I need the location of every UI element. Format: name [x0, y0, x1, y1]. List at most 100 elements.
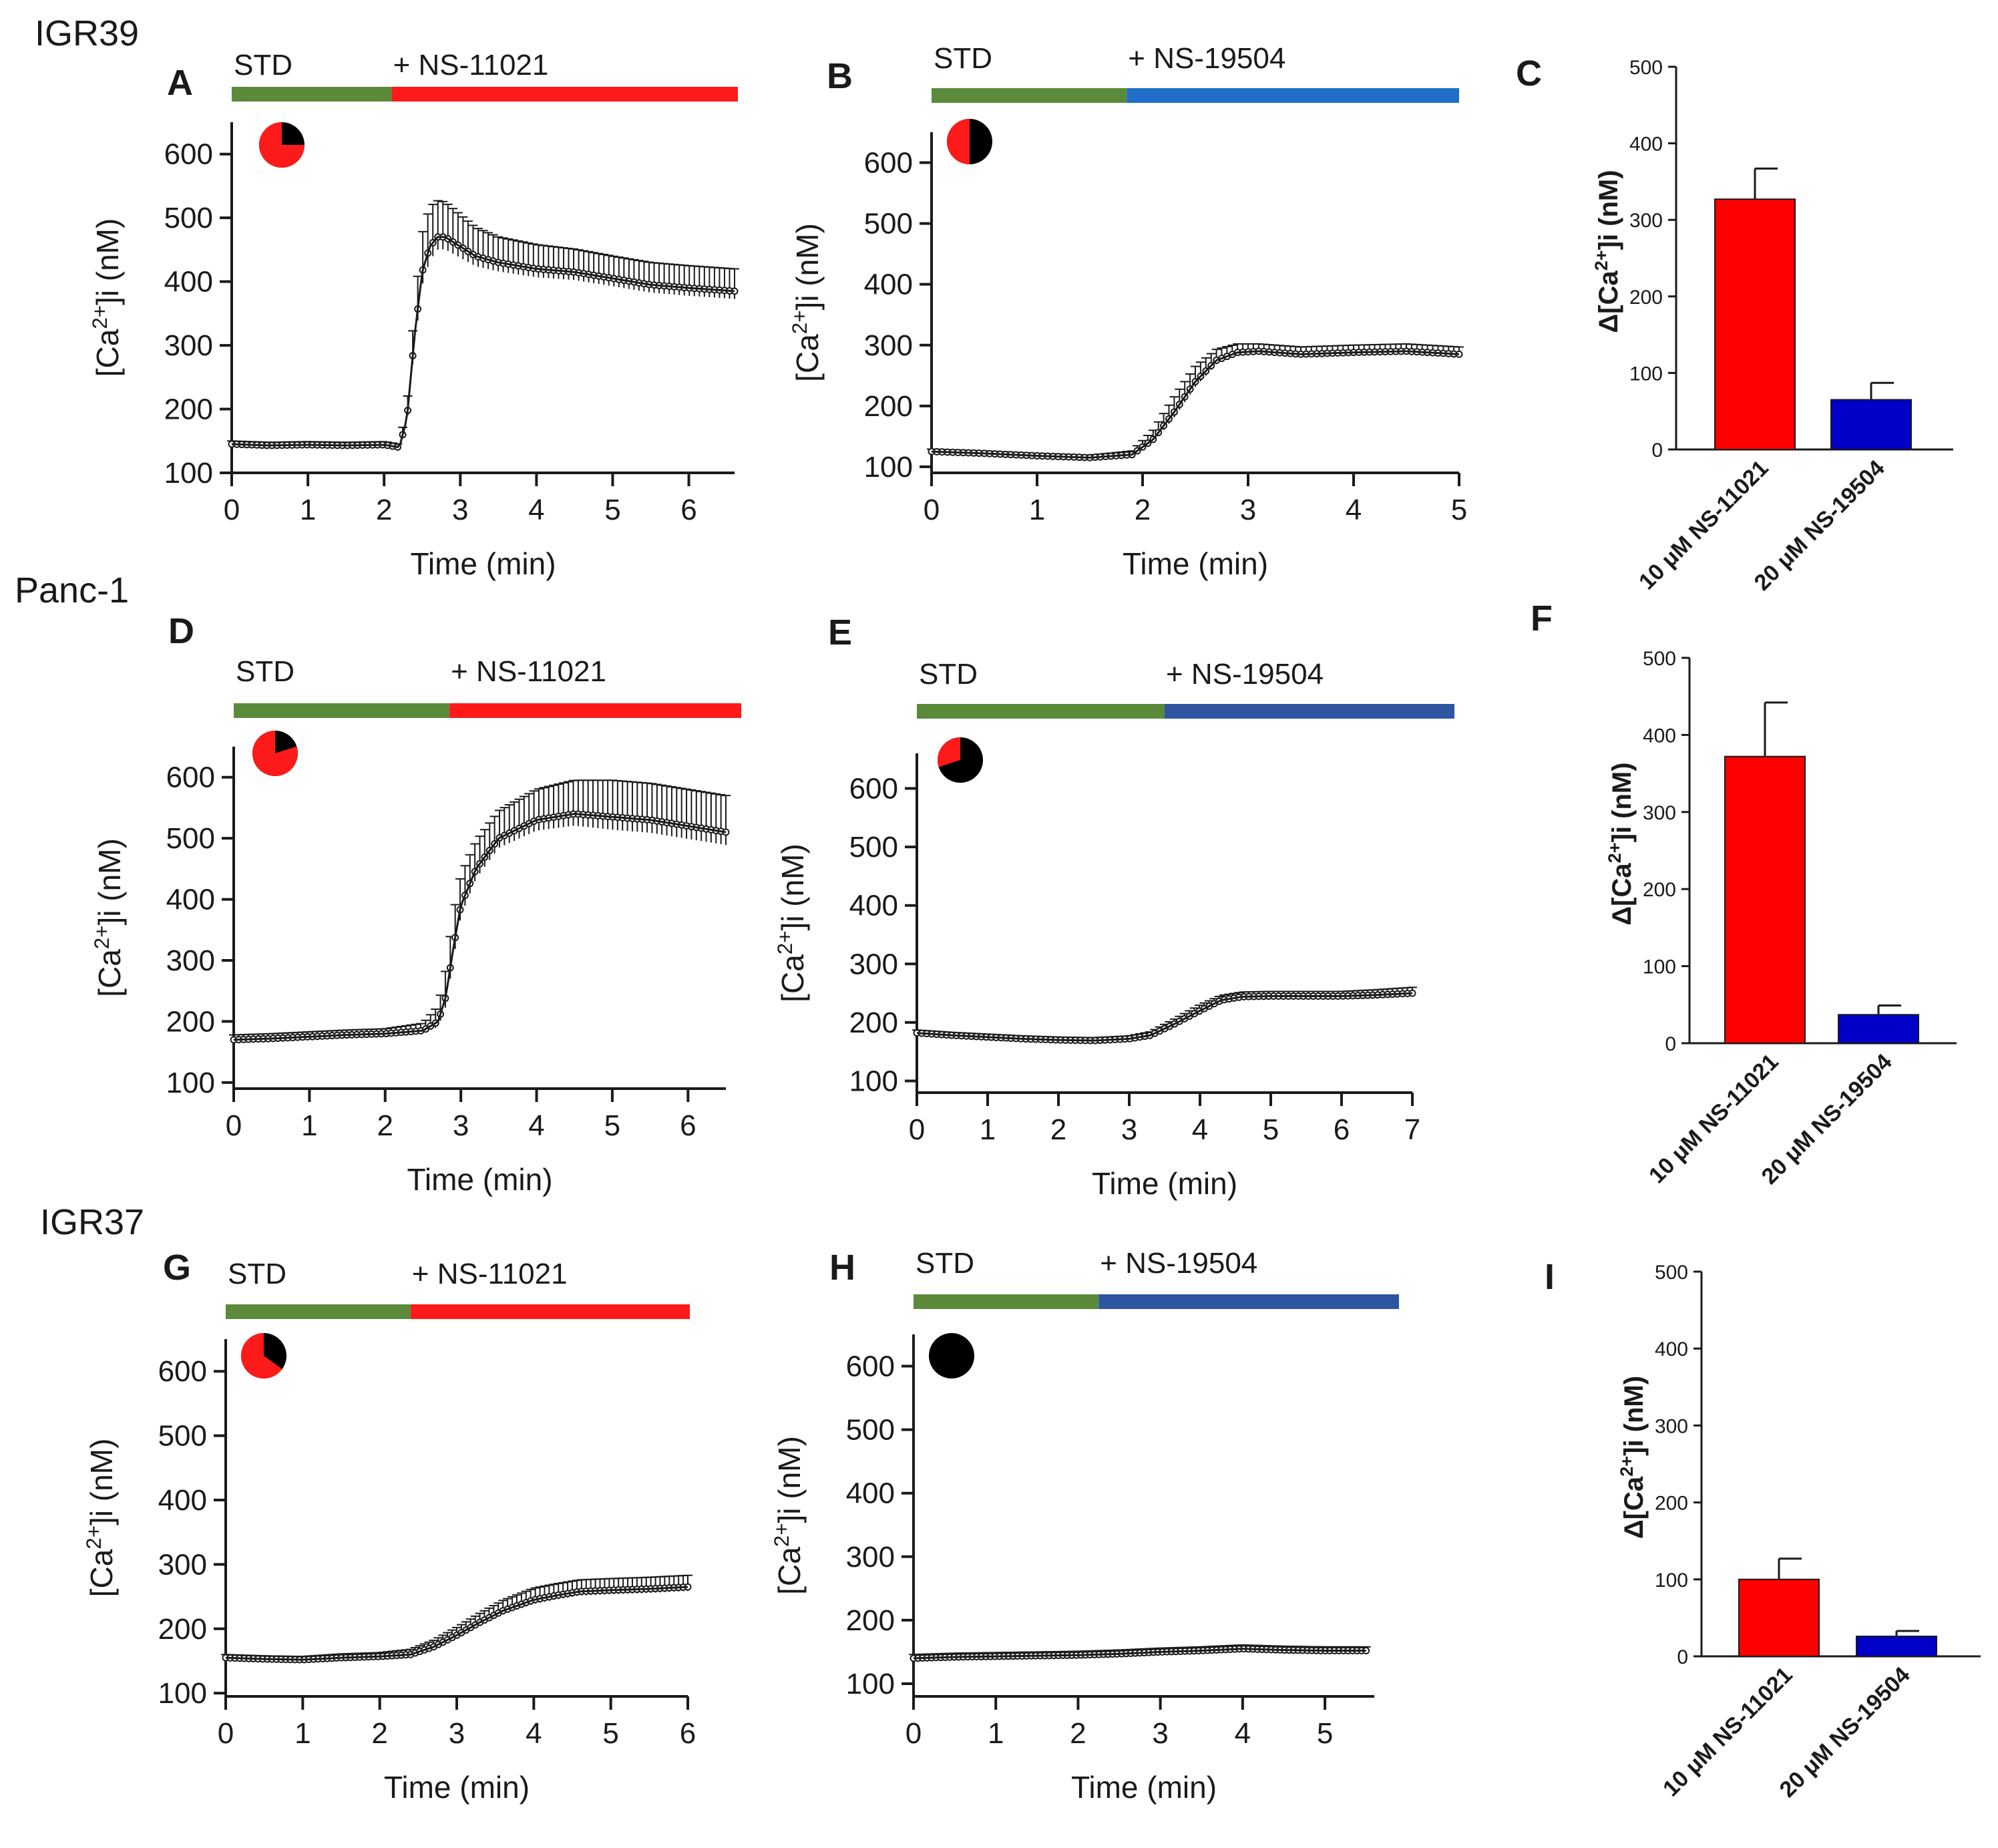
- y-tick-label: 0: [1677, 1646, 1688, 1668]
- x-tick-label: 4: [1346, 494, 1362, 526]
- x-tick-label: 3: [1240, 494, 1256, 526]
- x-tick-label: 1: [980, 1113, 996, 1146]
- std-condition-bar: [234, 703, 450, 718]
- y-tick-label: 300: [1643, 802, 1676, 824]
- x-tick-label: 5: [604, 1109, 620, 1142]
- x-tick-label: 4: [1192, 1113, 1208, 1146]
- x-tick-label: 1: [1029, 494, 1045, 526]
- x-tick-label: 2: [1070, 1717, 1086, 1750]
- y-tick-label: 300: [158, 1548, 207, 1581]
- y-tick-label: 500: [1655, 1262, 1688, 1284]
- std-condition-bar: [914, 1294, 1099, 1309]
- series-line: [931, 350, 1460, 459]
- std-label: STD: [236, 655, 294, 688]
- row-title-panc1: Panc-1: [15, 570, 129, 610]
- y-tick-label: 200: [846, 1604, 895, 1637]
- x-tick-label: 5: [1263, 1113, 1279, 1146]
- y-tick-label: 600: [846, 1350, 895, 1383]
- x-axis-title: Time (min): [1092, 1166, 1237, 1201]
- y-tick-label: 600: [849, 773, 898, 805]
- x-tick-label: 0: [226, 1109, 242, 1142]
- x-tick-label: 0: [224, 494, 240, 526]
- std-condition-bar: [932, 88, 1127, 103]
- x-tick-label: 2: [1050, 1113, 1066, 1146]
- y-tick-label: 100: [846, 1668, 895, 1700]
- x-tick-label: 1: [300, 494, 316, 526]
- y-tick-label: 300: [1655, 1415, 1688, 1437]
- pie-indicator-slice: [252, 731, 298, 777]
- y-tick-label: 400: [849, 890, 898, 922]
- data-points: [928, 347, 1463, 461]
- std-label: STD: [919, 658, 978, 691]
- x-tick-label: 6: [680, 1717, 696, 1750]
- bar-ns11021: [1738, 1578, 1820, 1658]
- y-tick-label: 100: [1629, 363, 1663, 385]
- y-tick-label: 300: [849, 948, 898, 980]
- x-tick-label: 3: [449, 1717, 465, 1750]
- y-tick-label: 600: [864, 147, 913, 180]
- bar-ns11021: [1714, 198, 1796, 450]
- row-title-igr37: IGR37: [40, 1202, 144, 1242]
- y-axis-title: [Ca2+]i (nM): [90, 838, 128, 997]
- y-tick-label: 200: [164, 393, 213, 426]
- panel-g-chart: G STD + NS-11021 100 200 300 400 500 600 0 1 2 3 4 5 6 T…: [82, 1248, 696, 1805]
- x-tick-label: 3: [1121, 1113, 1137, 1146]
- y-tick-label: 300: [166, 944, 215, 977]
- x-tick-label: 4: [528, 1109, 544, 1142]
- panel-letter-f: F: [1531, 598, 1553, 638]
- x-tick-label: 5: [1451, 494, 1467, 526]
- y-tick-label: 400: [1629, 134, 1663, 156]
- x-tick-label: 5: [604, 494, 620, 526]
- pie-indicator-slice: [259, 122, 305, 168]
- drug-label: + NS-11021: [451, 655, 606, 688]
- x-tick-label: 0: [909, 1113, 925, 1146]
- y-axis-title: [Ca2+]i (nM): [788, 223, 825, 382]
- x-axis-title: Time (min): [410, 546, 556, 581]
- drug-condition-bar: [391, 87, 738, 102]
- drug-condition-bar: [449, 703, 741, 718]
- drug-label: + NS-19504: [1100, 1247, 1257, 1280]
- y-axis-title: Δ[Ca2+]i (nM): [1591, 170, 1624, 333]
- y-tick-label: 400: [864, 268, 913, 301]
- y-tick-label: 400: [1655, 1338, 1688, 1360]
- y-axis-title: [Ca2+]i (nM): [82, 1439, 120, 1598]
- y-axis-title: [Ca2+]i (nM): [88, 218, 126, 377]
- panel-letter-e: E: [828, 612, 852, 653]
- x-tick-label: 7: [1404, 1113, 1420, 1146]
- x-tick-label: 0: [218, 1717, 234, 1750]
- y-tick-label: 500: [166, 822, 215, 855]
- pie-indicator-slice: [241, 1333, 282, 1378]
- panel-b-chart: B STD + NS-19504 100 200 300 400 500 600 0 1 2 3 4 5 Ti…: [788, 42, 1468, 581]
- std-label: STD: [228, 1258, 286, 1290]
- x-tick-label: 4: [1235, 1717, 1251, 1750]
- y-tick-label: 600: [166, 761, 215, 794]
- x-axis-title: Time (min): [384, 1770, 530, 1805]
- x-tick-label: 6: [1334, 1113, 1350, 1146]
- panel-a-chart: A STD + NS-11021 100 200 300 400 500 600 0 1 2 3 4 5 6 T…: [88, 49, 739, 581]
- y-tick-label: 500: [158, 1420, 207, 1453]
- y-tick-label: 300: [864, 329, 913, 362]
- series-line: [913, 1648, 1366, 1660]
- y-axis-title: [Ca2+]i (nM): [773, 844, 811, 1002]
- drug-condition-bar: [1098, 1294, 1399, 1309]
- y-tick-label: 300: [846, 1541, 895, 1574]
- y-tick-label: 600: [164, 138, 213, 171]
- panel-letter-i: I: [1545, 1257, 1555, 1297]
- x-tick-label: 5: [1317, 1717, 1333, 1750]
- x-tick-label: 1: [294, 1717, 311, 1750]
- x-tick-label: 3: [453, 1109, 469, 1142]
- drug-label: + NS-19504: [1166, 658, 1324, 691]
- drug-label: + NS-19504: [1128, 42, 1285, 75]
- bar-ns19504: [1838, 1014, 1919, 1045]
- y-tick-label: 100: [849, 1065, 898, 1097]
- x-tick-label: 4: [528, 494, 544, 526]
- x-tick-label: 0: [924, 494, 940, 526]
- series-line: [916, 992, 1413, 1042]
- y-tick-label: 100: [166, 1067, 215, 1099]
- drug-condition-bar: [1165, 704, 1454, 719]
- bar-ns19504: [1830, 399, 1912, 451]
- x-tick-label: 5: [602, 1717, 618, 1750]
- y-tick-label: 100: [164, 457, 213, 490]
